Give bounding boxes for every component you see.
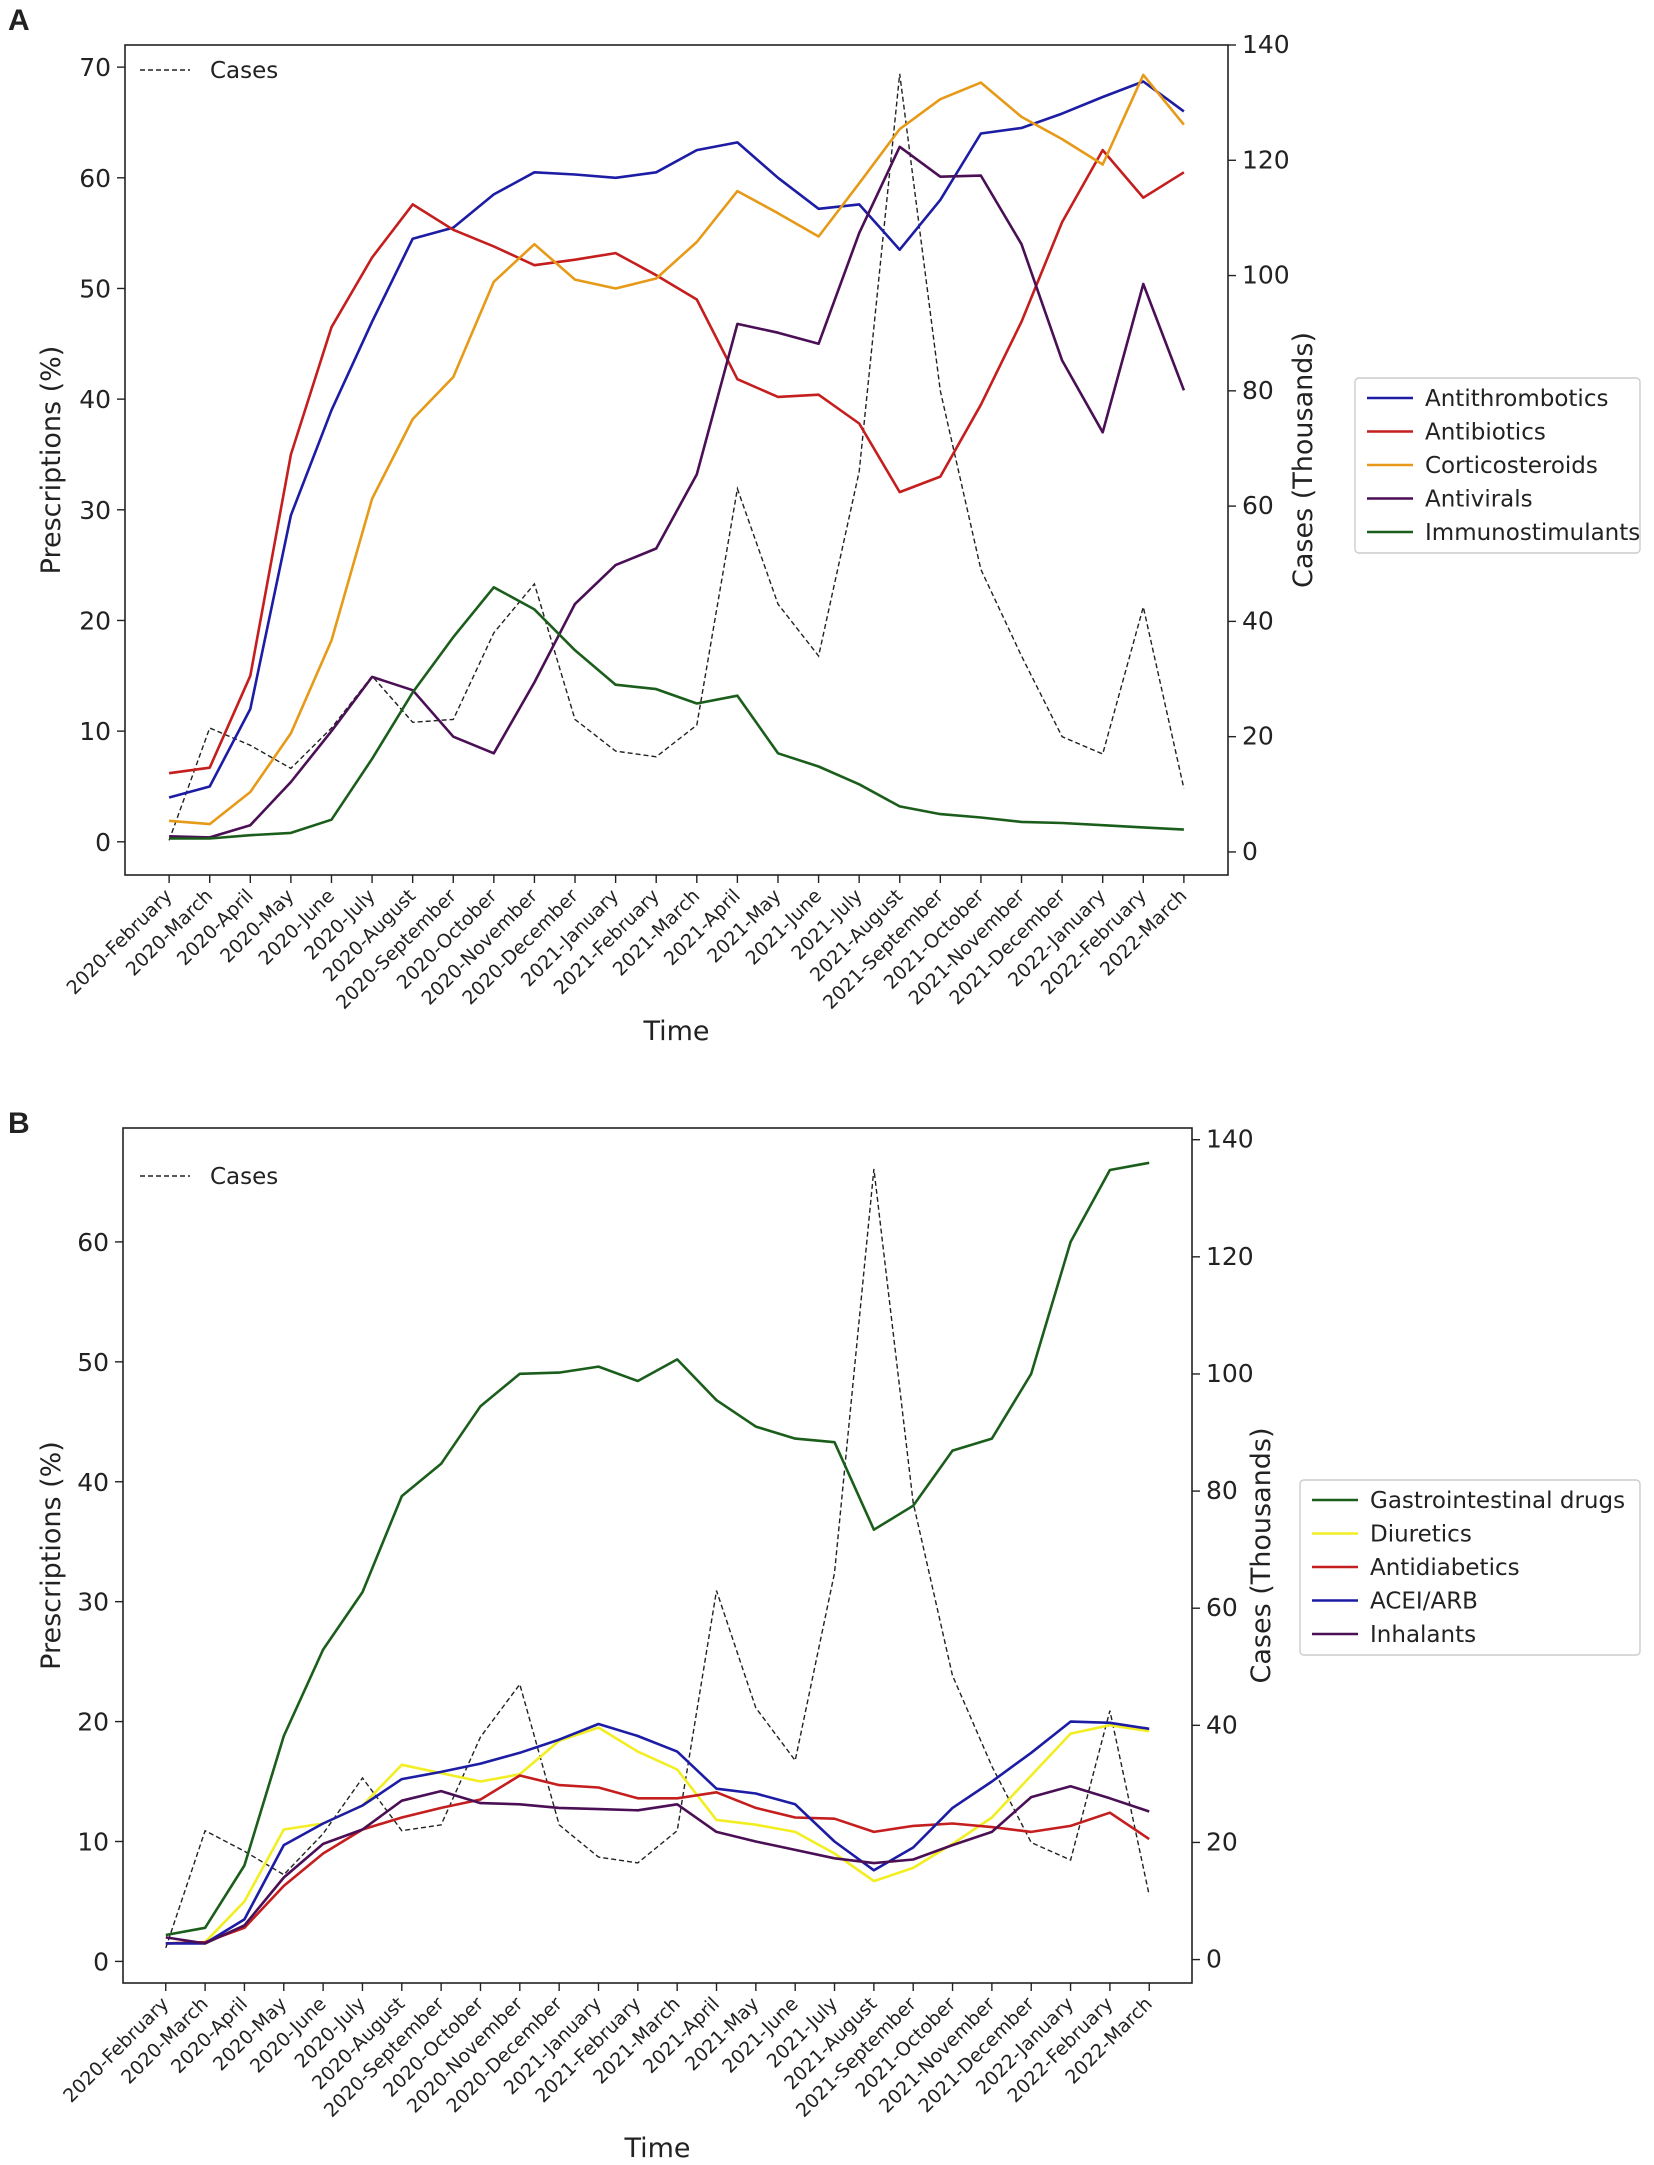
- series-line-antidiabetics: [165, 1774, 1150, 1945]
- legend-cases-label: Cases: [210, 58, 278, 84]
- y2-tick-label: 0: [1242, 837, 1258, 866]
- y-tick-label: 20: [79, 606, 111, 635]
- y2-axis-title: Cases (Thousands): [1246, 1428, 1277, 1684]
- legend-label: Antivirals: [1425, 487, 1533, 513]
- y2-tick-label: 20: [1242, 722, 1274, 751]
- y-axis-title: Prescriptions (%): [36, 346, 67, 575]
- series-line-antibiotics: [168, 148, 1185, 775]
- series-line-inhalants: [165, 1785, 1150, 1945]
- y2-tick-label: 20: [1206, 1827, 1238, 1856]
- y-tick-label: 0: [93, 1947, 109, 1976]
- panel-label: B: [8, 1107, 30, 1140]
- y-tick-label: 0: [95, 828, 111, 857]
- y-tick-label: 10: [77, 1827, 109, 1856]
- legend: Antithrombotics Antibiotics Corticosteroid…: [1354, 377, 1641, 554]
- y-tick-label: 60: [79, 164, 111, 193]
- y2-tick-label: 60: [1206, 1593, 1238, 1622]
- y-tick-label: 50: [79, 274, 111, 303]
- legend-label: Inhalants: [1370, 1622, 1476, 1648]
- legend-label: Diuretics: [1370, 1522, 1472, 1548]
- legend-label: Antithrombotics: [1425, 386, 1608, 412]
- series-line-corticosteroids: [168, 73, 1185, 826]
- y2-tick-label: 80: [1242, 376, 1274, 405]
- y-tick-label: 10: [79, 717, 111, 746]
- y2-axis-title: Cases (Thousands): [1288, 332, 1319, 588]
- legend-label: Corticosteroids: [1425, 453, 1598, 479]
- series-line-acei-arb: [165, 1720, 1150, 1945]
- legend-label: Immunostimulants: [1425, 520, 1640, 546]
- legend: Gastrointestinal drugs Diuretics Antidiabe…: [1299, 1479, 1641, 1656]
- legend-label: ACEI/ARB: [1370, 1589, 1478, 1615]
- legend-box: [1354, 377, 1641, 554]
- y2-tick-label: 100: [1242, 261, 1290, 290]
- y2-tick-label: 0: [1206, 1945, 1222, 1974]
- legend-box: [1299, 1479, 1641, 1656]
- legend-label: Antidiabetics: [1370, 1555, 1520, 1581]
- plot-frame: [122, 1127, 1193, 1984]
- y2-tick-label: 40: [1206, 1710, 1238, 1739]
- legend-label: Antibiotics: [1425, 420, 1546, 446]
- y-tick-label: 50: [77, 1348, 109, 1377]
- plot-frame: [124, 44, 1229, 876]
- series-line-diuretics: [165, 1723, 1150, 1945]
- y2-tick-label: 140: [1206, 1125, 1254, 1154]
- legend-cases-label: Cases: [210, 1164, 278, 1190]
- series-line-cases: [168, 73, 1185, 841]
- x-axis-title: Time: [642, 1016, 709, 1047]
- y-axis-title: Prescriptions (%): [36, 1441, 67, 1670]
- chart-panel-b: B01020304050600204060801001201402020-Feb…: [8, 1107, 1641, 2164]
- y2-tick-label: 100: [1206, 1359, 1254, 1388]
- series-line-antithrombotics: [168, 80, 1185, 799]
- series-line-cases: [165, 1168, 1150, 1949]
- y-tick-label: 60: [77, 1228, 109, 1257]
- y2-tick-label: 40: [1242, 606, 1274, 635]
- series-line-antivirals: [169, 145, 1186, 839]
- series-line-immunostimulants: [169, 585, 1184, 840]
- x-axis-title: Time: [623, 2133, 690, 2164]
- panel-label: A: [8, 4, 30, 37]
- y2-tick-label: 120: [1206, 1242, 1254, 1271]
- y-tick-label: 40: [77, 1468, 109, 1497]
- y2-tick-label: 140: [1242, 30, 1290, 59]
- y2-tick-label: 120: [1242, 145, 1290, 174]
- y2-tick-label: 80: [1206, 1476, 1238, 1505]
- chart-panel-a: A0102030405060700204060801001201402020-F…: [8, 4, 1641, 1047]
- y-tick-label: 70: [79, 53, 111, 82]
- y2-tick-label: 60: [1242, 491, 1274, 520]
- y-tick-label: 20: [77, 1708, 109, 1737]
- y-tick-label: 40: [79, 385, 111, 414]
- legend-label: Gastrointestinal drugs: [1370, 1488, 1625, 1514]
- y-tick-label: 30: [79, 496, 111, 525]
- series-line-gastrointestinal-drugs: [165, 1161, 1150, 1937]
- y-tick-label: 30: [77, 1588, 109, 1617]
